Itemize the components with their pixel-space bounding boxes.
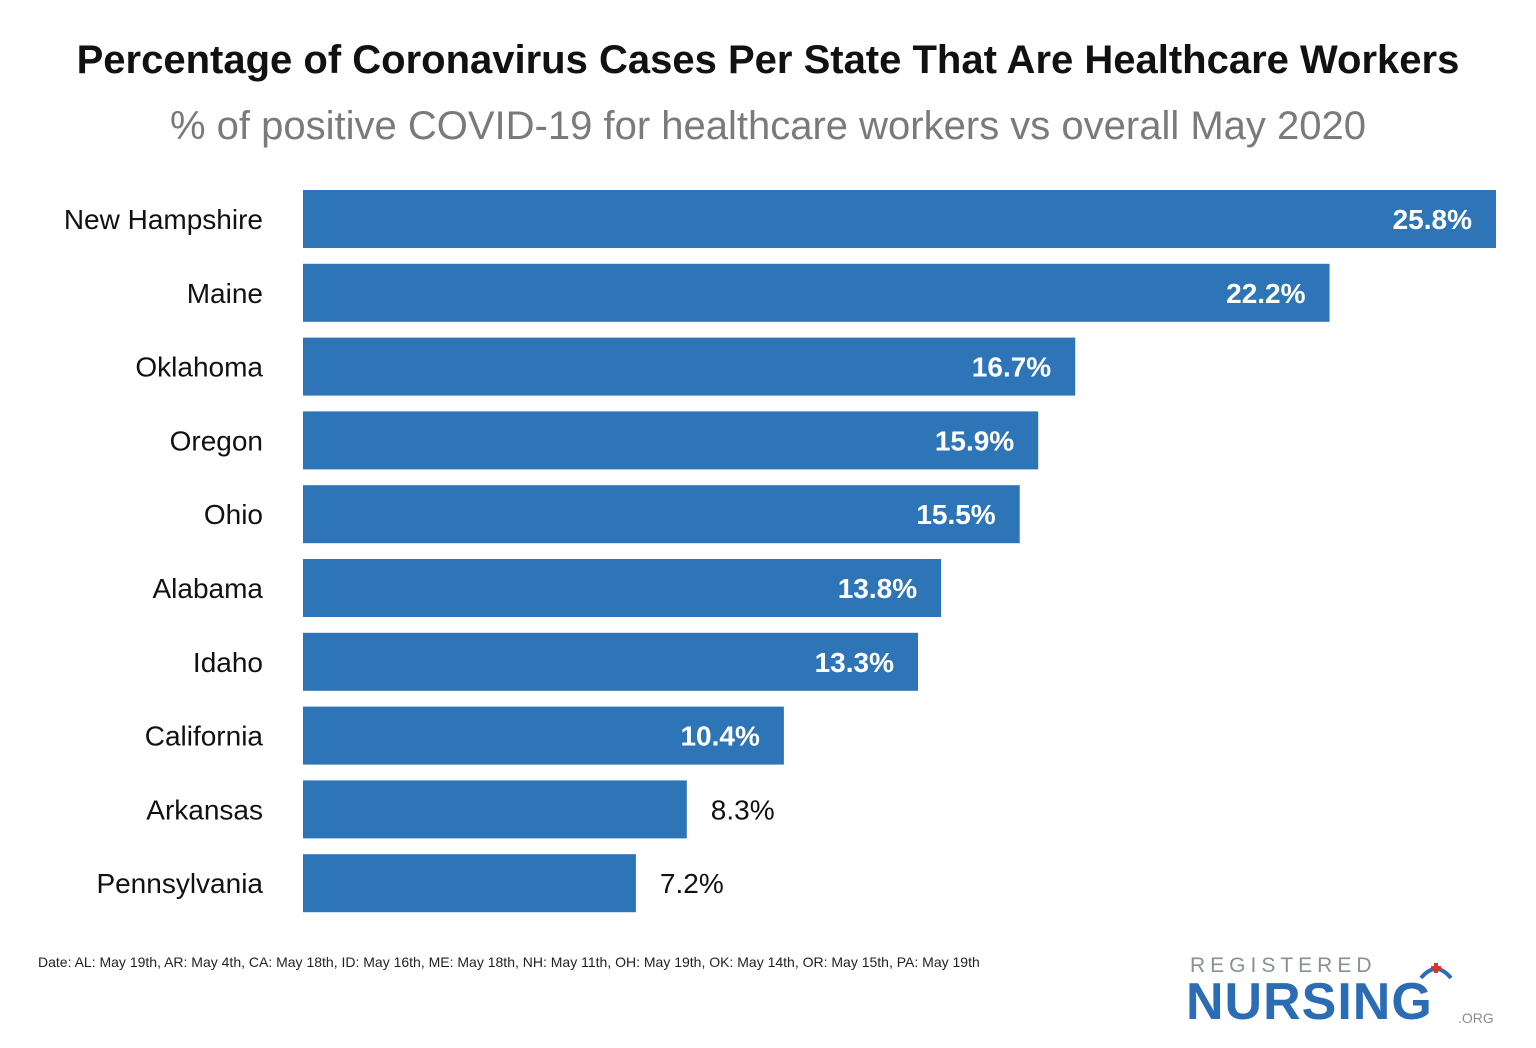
category-label-alabama: Alabama — [152, 573, 263, 604]
bar-idaho — [303, 632, 918, 691]
bar-california — [303, 706, 784, 765]
category-label-oklahoma: Oklahoma — [135, 352, 263, 383]
value-label-idaho: 13.3% — [815, 647, 894, 678]
nurse-cap-icon — [1419, 963, 1453, 980]
category-label-idaho: Idaho — [193, 647, 263, 678]
bar-pennsylvania — [303, 854, 636, 913]
category-label-oregon: Oregon — [170, 425, 263, 456]
category-label-maine: Maine — [187, 278, 263, 309]
category-label-new-hampshire: New Hampshire — [64, 204, 263, 235]
logo-registered-text: REGISTERED — [1190, 954, 1377, 977]
value-label-oklahoma: 16.7% — [972, 352, 1051, 383]
value-label-arkansas: 8.3% — [711, 794, 775, 825]
chart-title: Percentage of Coronavirus Cases Per Stat… — [76, 38, 1460, 82]
bar-ohio — [303, 485, 1020, 544]
bar-new-hampshire — [303, 190, 1496, 248]
bar-chart: New Hampshire 25.8% Maine 22.2% Oklahoma 16.7… — [64, 190, 1496, 913]
value-label-maine: 22.2% — [1226, 278, 1305, 309]
bar-arkansas — [303, 780, 687, 839]
bar-oregon — [303, 411, 1039, 470]
category-label-pennsylvania: Pennsylvania — [96, 868, 263, 899]
logo-org-text: .ORG — [1458, 1010, 1494, 1026]
bar-maine — [303, 263, 1330, 322]
value-label-ohio: 15.5% — [916, 499, 995, 530]
value-label-new-hampshire: 25.8% — [1393, 204, 1472, 235]
category-label-ohio: Ohio — [204, 499, 263, 530]
registered-nursing-logo: REGISTERED NURSING .ORG — [1186, 950, 1506, 1031]
chart-subtitle: % of positive COVID-19 for healthcare wo… — [169, 104, 1367, 148]
date-footnote: Date: AL: May 19th, AR: May 4th, CA: May… — [38, 954, 980, 970]
category-label-california: California — [145, 721, 264, 752]
category-label-arkansas: Arkansas — [146, 794, 263, 825]
logo-nursing-text: NURSING — [1186, 973, 1433, 1031]
bar-alabama — [303, 559, 942, 617]
value-label-alabama: 13.8% — [838, 573, 917, 604]
bar-oklahoma — [303, 337, 1076, 396]
value-label-california: 10.4% — [680, 721, 759, 752]
value-label-pennsylvania: 7.2% — [660, 868, 724, 899]
value-label-oregon: 15.9% — [935, 425, 1014, 456]
